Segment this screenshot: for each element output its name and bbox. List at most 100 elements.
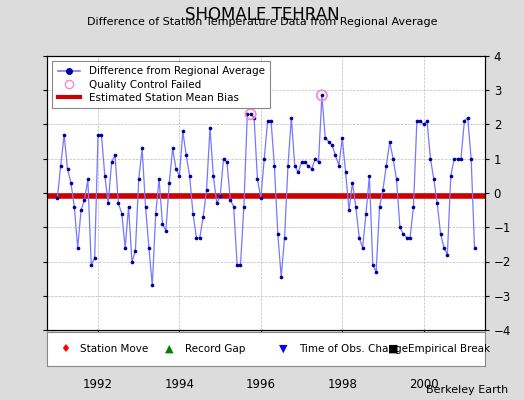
Point	[392, 176, 401, 182]
Point	[338, 135, 346, 141]
Point	[57, 162, 65, 169]
Point	[423, 118, 431, 124]
Point	[199, 214, 208, 220]
Point	[464, 114, 472, 121]
Point	[168, 145, 177, 152]
Point	[175, 173, 183, 179]
Point	[243, 111, 252, 118]
Point	[192, 234, 201, 241]
Point	[396, 224, 404, 230]
Point	[117, 210, 126, 217]
Point	[284, 162, 292, 169]
Point	[165, 180, 173, 186]
Point	[128, 258, 136, 265]
Point	[253, 176, 261, 182]
Text: Record Gap: Record Gap	[185, 344, 245, 354]
Point	[355, 234, 364, 241]
Point	[145, 244, 153, 251]
Point	[124, 204, 133, 210]
Text: 2000: 2000	[409, 378, 439, 391]
Point	[70, 204, 79, 210]
Point	[230, 204, 238, 210]
Text: ▲: ▲	[166, 344, 174, 354]
Point	[453, 156, 462, 162]
Text: ■: ■	[388, 344, 398, 354]
Text: Station Move: Station Move	[80, 344, 148, 354]
Point	[386, 138, 394, 145]
Text: Difference of Station Temperature Data from Regional Average: Difference of Station Temperature Data f…	[87, 17, 437, 27]
Point	[416, 118, 424, 124]
Point	[379, 186, 387, 193]
Point	[220, 156, 228, 162]
Point	[104, 200, 113, 206]
Point	[314, 159, 323, 165]
Point	[151, 210, 160, 217]
Point	[426, 156, 434, 162]
Point	[365, 173, 374, 179]
Point	[436, 231, 445, 237]
Point	[457, 156, 465, 162]
Text: Time of Obs. Change: Time of Obs. Change	[299, 344, 408, 354]
Point	[348, 180, 357, 186]
Point	[335, 162, 343, 169]
Point	[206, 125, 214, 131]
Point	[297, 159, 305, 165]
Point	[131, 248, 139, 254]
Point	[446, 173, 455, 179]
Point	[195, 234, 204, 241]
Point	[94, 132, 102, 138]
Point	[270, 162, 279, 169]
Point	[321, 135, 330, 141]
Point	[368, 262, 377, 268]
Point	[287, 114, 296, 121]
Point	[236, 262, 245, 268]
Point	[267, 118, 275, 124]
Point	[80, 197, 89, 203]
Point	[399, 231, 408, 237]
Point	[87, 262, 95, 268]
Point	[382, 162, 390, 169]
Point	[189, 210, 197, 217]
Point	[443, 252, 452, 258]
Point	[294, 169, 302, 176]
Text: 1998: 1998	[328, 378, 357, 391]
Text: Empirical Break: Empirical Break	[408, 344, 490, 354]
Point	[460, 118, 468, 124]
Text: 1992: 1992	[83, 378, 113, 391]
Point	[84, 176, 92, 182]
Point	[223, 159, 231, 165]
Point	[91, 255, 99, 261]
Point	[345, 207, 353, 213]
Point	[331, 152, 340, 158]
Point	[419, 121, 428, 128]
Point	[148, 282, 157, 289]
Point	[239, 204, 248, 210]
Point	[372, 268, 380, 275]
Point	[402, 234, 411, 241]
Legend: Difference from Regional Average, Quality Control Failed, Estimated Station Mean: Difference from Regional Average, Qualit…	[52, 61, 270, 108]
Text: 1994: 1994	[165, 378, 194, 391]
Point	[440, 244, 448, 251]
Point	[318, 92, 326, 98]
Point	[60, 132, 68, 138]
Point	[264, 118, 272, 124]
Point	[342, 169, 350, 176]
Point	[274, 231, 282, 237]
Point	[308, 166, 316, 172]
Point	[246, 111, 255, 118]
Point	[290, 162, 299, 169]
Point	[413, 118, 421, 124]
Point	[226, 197, 235, 203]
Point	[311, 156, 319, 162]
Text: ♦: ♦	[60, 344, 70, 354]
Point	[375, 204, 384, 210]
Point	[97, 132, 106, 138]
Point	[107, 159, 116, 165]
Point	[158, 221, 167, 227]
Point	[280, 234, 289, 241]
Point	[277, 274, 286, 280]
Point	[467, 156, 475, 162]
Point	[430, 176, 438, 182]
Point	[67, 180, 75, 186]
Point	[135, 176, 143, 182]
